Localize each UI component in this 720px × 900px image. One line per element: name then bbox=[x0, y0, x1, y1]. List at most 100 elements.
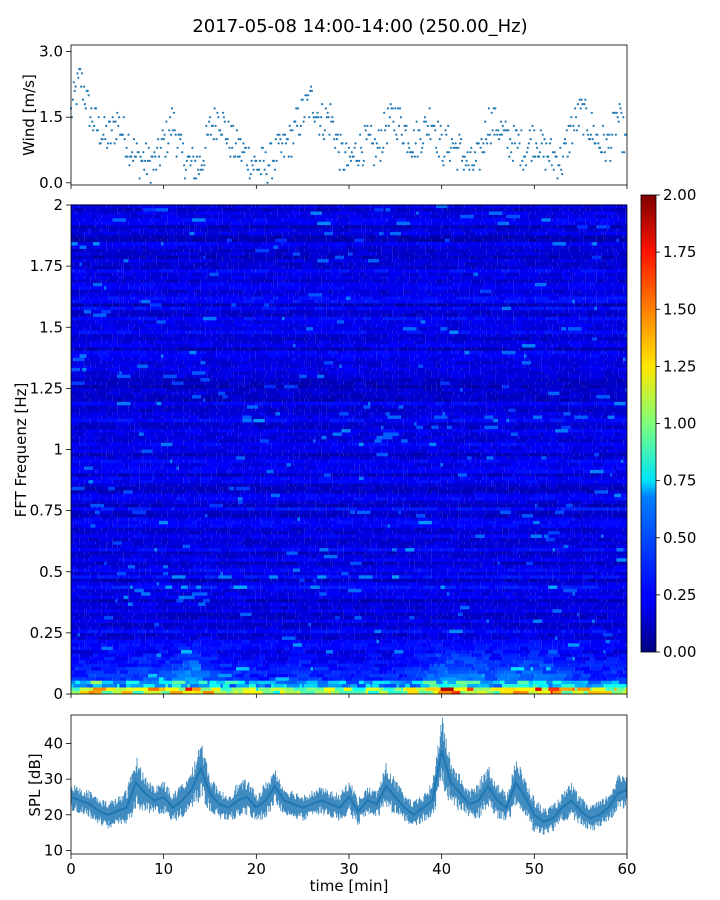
spectrogram-cell bbox=[187, 585, 190, 589]
spectrogram-cell bbox=[163, 503, 175, 508]
spectrogram-cell bbox=[174, 632, 177, 637]
spectrogram-cell bbox=[159, 649, 168, 654]
spectrogram-cell bbox=[431, 643, 439, 647]
wind-point bbox=[349, 159, 352, 162]
spectrogram-cell bbox=[438, 626, 441, 630]
spectrogram-cell bbox=[530, 629, 536, 634]
wind-point bbox=[458, 133, 461, 136]
spectrogram-cell bbox=[623, 595, 627, 600]
spectrogram-cell bbox=[299, 493, 307, 498]
spectrogram-cell bbox=[533, 605, 538, 610]
spectrogram-cell bbox=[475, 541, 487, 545]
spectrogram-cell bbox=[436, 622, 448, 627]
spectrogram-cell bbox=[434, 541, 448, 545]
spectrogram-cell bbox=[229, 503, 232, 508]
spectrogram-cell bbox=[167, 609, 181, 613]
spectrogram-cell bbox=[167, 636, 181, 640]
spectrogram-cell bbox=[438, 598, 443, 603]
wind-point bbox=[352, 155, 355, 158]
wind-point bbox=[103, 116, 106, 119]
spectrogram-cell bbox=[253, 558, 263, 562]
wind-point bbox=[580, 98, 583, 101]
spectrogram-cell bbox=[154, 578, 159, 583]
spectrogram-cell bbox=[88, 568, 96, 572]
spectrogram-cell bbox=[128, 609, 133, 613]
spectrogram-cell bbox=[335, 656, 346, 661]
spectrogram-cell bbox=[75, 520, 82, 525]
spectrogram-cell bbox=[143, 561, 146, 566]
spectrogram-cell bbox=[475, 517, 483, 521]
spectrogram-cell bbox=[244, 537, 247, 542]
spectrogram-cell bbox=[541, 496, 544, 501]
spectrogram-cell bbox=[365, 609, 371, 613]
spectrogram-cell bbox=[361, 615, 364, 620]
spectrogram-cell bbox=[572, 690, 584, 695]
spectrogram-cell bbox=[577, 561, 584, 566]
spectrogram-cell bbox=[359, 490, 362, 494]
spectrogram-cell bbox=[236, 673, 245, 678]
spectrogram-cell bbox=[618, 680, 627, 685]
spectrogram-cell bbox=[137, 666, 148, 671]
spectrogram-cell bbox=[238, 595, 247, 600]
spectrogram-cell bbox=[255, 503, 269, 508]
wind-point bbox=[498, 133, 502, 136]
wind-point bbox=[460, 138, 463, 141]
spectrogram-cell bbox=[330, 609, 340, 613]
spectrogram-cell bbox=[484, 507, 498, 511]
wind-point bbox=[296, 107, 300, 110]
wind-point bbox=[203, 164, 206, 167]
spectrogram-cell bbox=[284, 571, 289, 576]
spectrogram-cell bbox=[557, 646, 562, 651]
spectrogram-cell bbox=[115, 490, 120, 494]
spectrogram-cell bbox=[387, 649, 395, 654]
spectrogram-cell bbox=[346, 524, 353, 528]
spectrogram-cell bbox=[132, 510, 146, 515]
spectrogram-cell bbox=[145, 510, 155, 515]
spectrogram-cell bbox=[251, 656, 254, 661]
spectrogram-cell bbox=[599, 585, 610, 589]
spectrogram-cell bbox=[258, 649, 261, 654]
spectrogram-cell bbox=[242, 517, 252, 521]
spectrogram-cell bbox=[332, 670, 340, 674]
spectrogram-cell bbox=[187, 663, 190, 668]
spectrogram-cell bbox=[394, 605, 408, 610]
spectrogram-cell bbox=[240, 530, 250, 535]
spectrogram-cell bbox=[467, 677, 474, 681]
spectrogram-cell bbox=[548, 673, 555, 678]
spectrogram-cell bbox=[339, 609, 344, 613]
spectrogram-cell bbox=[172, 670, 186, 674]
spectrogram-cell bbox=[104, 561, 107, 566]
spectrogram-cell bbox=[383, 680, 390, 685]
spectrogram-cell bbox=[165, 527, 177, 532]
spectrogram-cell bbox=[515, 656, 525, 661]
spectrogram-cell bbox=[379, 622, 388, 627]
spectrogram-cell bbox=[469, 568, 478, 572]
spectrogram-cell bbox=[398, 510, 401, 515]
spectrogram-cell bbox=[324, 629, 335, 634]
spectrogram-cell bbox=[568, 605, 580, 610]
spectrogram-cell bbox=[557, 636, 562, 640]
spectrogram-cell bbox=[258, 653, 265, 657]
spectrogram-cell bbox=[612, 510, 619, 515]
spectrogram-cell bbox=[335, 510, 344, 515]
wind-point bbox=[537, 155, 541, 158]
spectrogram-cell bbox=[75, 622, 78, 627]
spectrogram-cell bbox=[491, 632, 498, 637]
wind-point bbox=[440, 133, 443, 136]
spectrogram-cell bbox=[515, 649, 525, 654]
spectrogram-cell bbox=[121, 541, 133, 545]
spectrogram-cell bbox=[612, 670, 617, 674]
spectrogram-cell bbox=[194, 500, 197, 504]
wind-point bbox=[201, 168, 204, 171]
spectrogram-cell bbox=[621, 517, 627, 521]
spectrogram-cell bbox=[337, 520, 340, 525]
spectrogram-cell bbox=[200, 663, 214, 668]
spectrogram-cell bbox=[581, 558, 586, 562]
spectrogram-cell bbox=[200, 666, 214, 671]
spectrogram-cell bbox=[194, 513, 206, 518]
spectrogram-cell bbox=[317, 588, 320, 593]
spectrogram-cell bbox=[447, 636, 454, 640]
spectrogram-cell bbox=[79, 493, 85, 498]
spectrogram-cell bbox=[244, 568, 252, 572]
spectrogram-cell bbox=[513, 615, 520, 620]
